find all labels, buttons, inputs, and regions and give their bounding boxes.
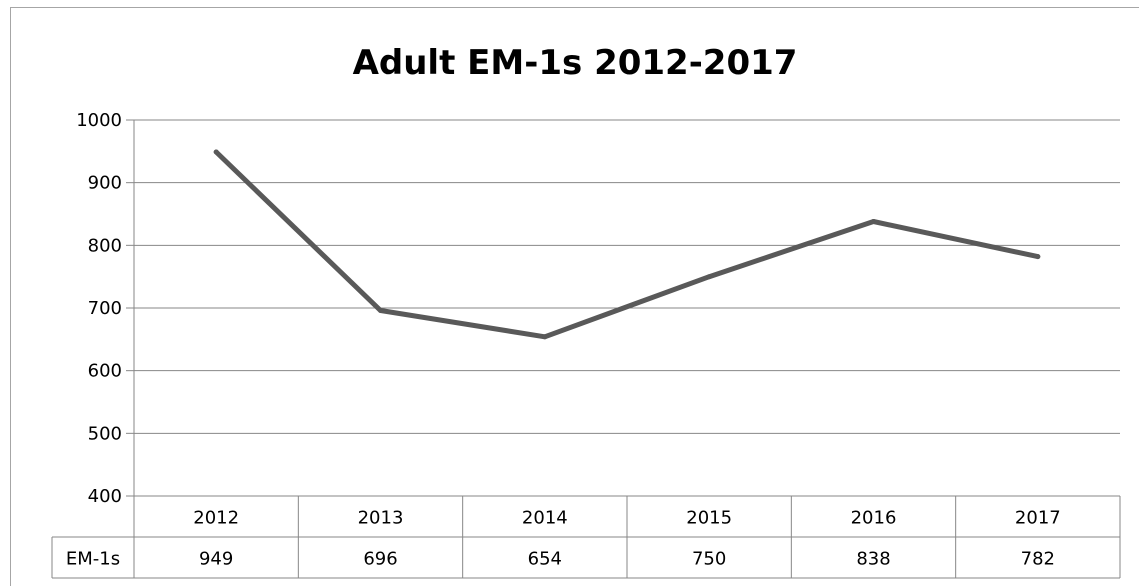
data-label-2017: 782 — [1021, 549, 1055, 570]
y-tick-label-800: 800 — [88, 235, 122, 256]
data-label-2016: 838 — [856, 549, 890, 570]
x-tick-label-2012: 2012 — [193, 508, 239, 529]
y-tick-label-1000: 1000 — [76, 110, 122, 131]
y-tick-label-400: 400 — [88, 486, 122, 507]
y-tick-label-900: 900 — [88, 173, 122, 194]
chart-frame — [10, 7, 1139, 586]
gridlines — [126, 119, 1120, 578]
x-tick-label-2014: 2014 — [522, 508, 568, 529]
data-point-2012 — [213, 149, 219, 155]
y-tick-label-700: 700 — [88, 298, 122, 319]
data-point-2013 — [378, 308, 383, 313]
data-label-2013: 696 — [363, 549, 397, 570]
chart-title: Adult EM-1s 2012-2017 — [353, 43, 798, 83]
data-label-2012: 949 — [199, 549, 233, 570]
series-line-layer — [213, 149, 1041, 340]
series-line-0 — [213, 149, 1041, 340]
x-tick-label-2013: 2013 — [358, 508, 404, 529]
data-label-2015: 750 — [692, 549, 726, 570]
y-tick-label-600: 600 — [88, 361, 122, 382]
data-point-2017 — [1035, 254, 1041, 260]
y-axis-tick-labels: 1000 900 800 700 600 500 400 — [76, 110, 122, 507]
data-point-2015 — [706, 274, 712, 280]
data-point-2014 — [542, 334, 548, 340]
data-label-2014: 654 — [528, 549, 562, 570]
table-row-label: EM-1s — [66, 549, 120, 570]
x-tick-label-2015: 2015 — [686, 508, 732, 529]
data-table: 2012 2013 2014 2015 2016 2017 EM-1s 949 696 654 75… — [51, 496, 1121, 579]
y-tick-label-500: 500 — [88, 423, 122, 444]
x-tick-label-2016: 2016 — [851, 508, 897, 529]
x-tick-label-2017: 2017 — [1015, 508, 1061, 529]
data-point-2016 — [871, 219, 876, 224]
